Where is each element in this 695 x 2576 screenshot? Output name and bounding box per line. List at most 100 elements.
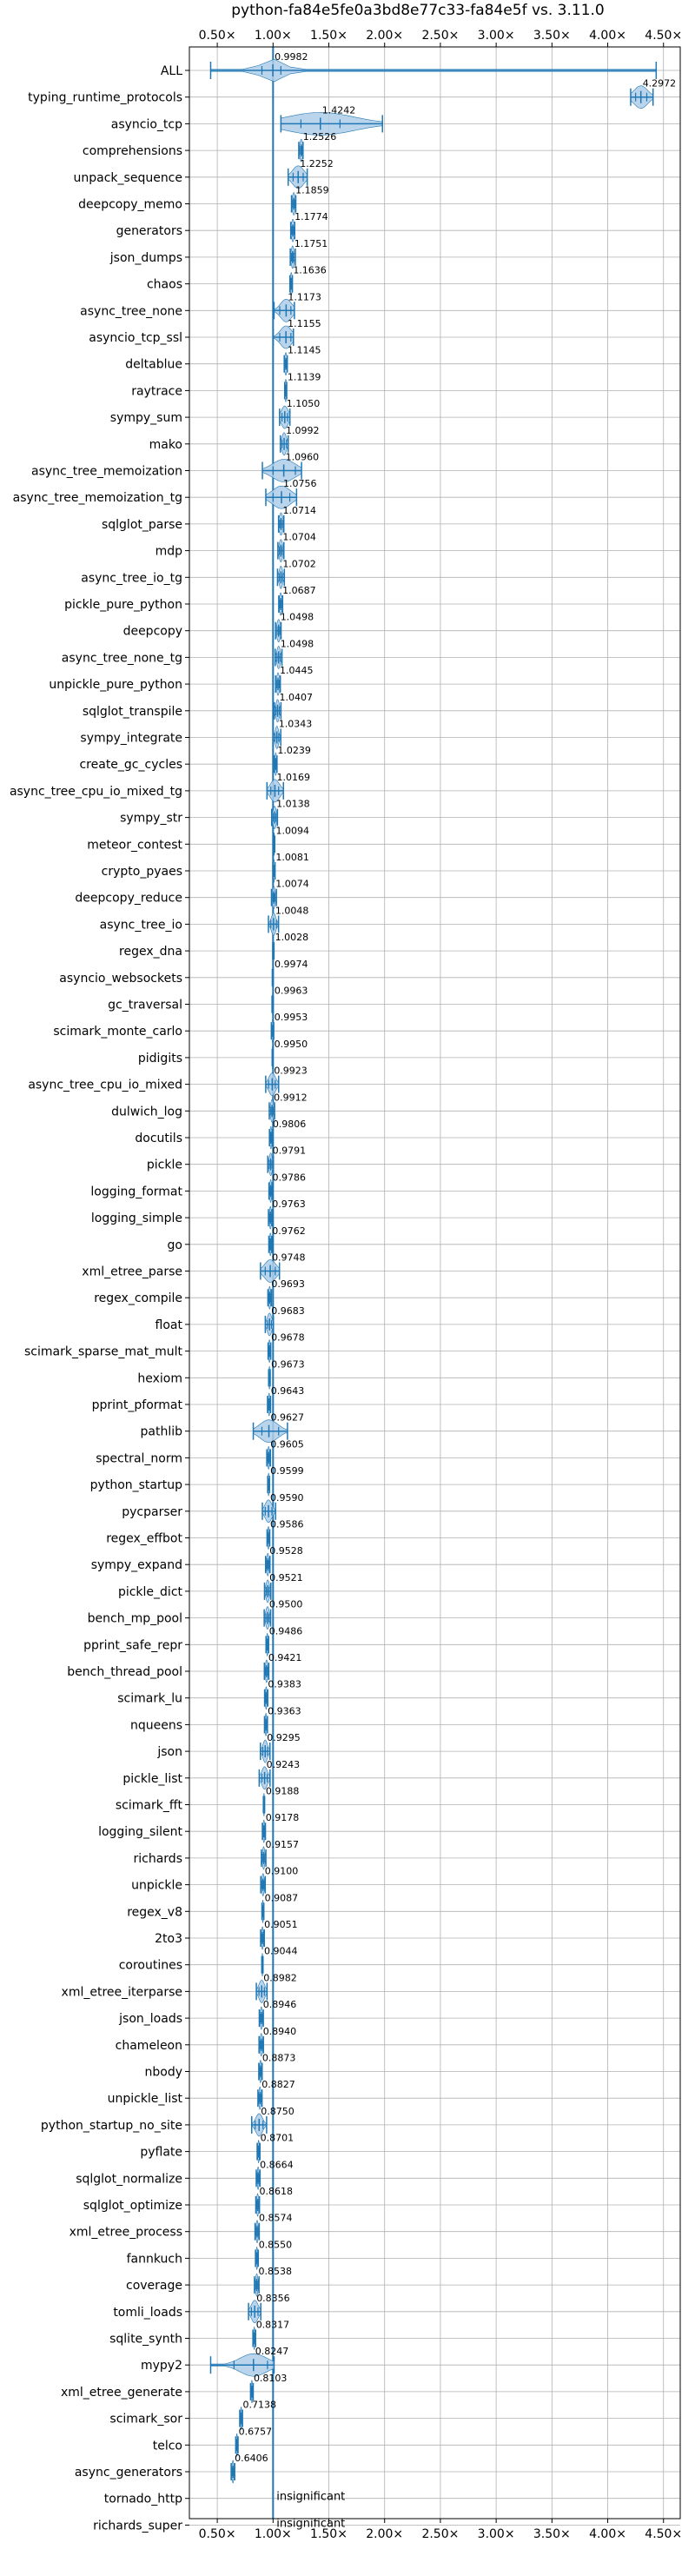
x-tick-label-bottom: 2.50× <box>421 2527 459 2541</box>
value-label: 1.1173 <box>288 291 321 302</box>
benchmark-name-label: gc_traversal <box>108 999 182 1012</box>
value-label: 0.9683 <box>271 1305 305 1317</box>
value-label: 1.0498 <box>281 612 314 623</box>
benchmark-name-label: dulwich_log <box>111 1105 182 1119</box>
benchmark-name-label: async_tree_memoization_tg <box>13 491 182 505</box>
x-tick-label-top: 4.00× <box>589 29 626 43</box>
value-label: 0.9421 <box>268 1652 302 1663</box>
value-label: 0.8701 <box>261 2133 295 2144</box>
benchmark-name-label: sqlite_synth <box>109 2333 182 2347</box>
benchmark-name-label: chaos <box>147 278 182 292</box>
benchmark-name-label: sqlglot_normalize <box>76 2172 182 2186</box>
value-label: 0.9605 <box>270 1438 304 1450</box>
x-tick-label-bottom: 1.00× <box>255 2527 292 2541</box>
benchmark-name-label: json <box>156 1745 182 1759</box>
x-tick-label-top: 2.50× <box>421 29 459 43</box>
value-label: 0.8750 <box>261 2106 295 2117</box>
benchmark-name-label: docutils <box>135 1132 182 1145</box>
benchmark-name-label: coverage <box>126 2279 182 2293</box>
x-tick-label-bottom: 2.00× <box>366 2527 403 2541</box>
value-label: 1.0343 <box>279 719 313 730</box>
value-label: 0.8247 <box>255 2346 289 2357</box>
benchmark-name-label: scimark_lu <box>117 1692 182 1706</box>
value-label: 0.8103 <box>254 2373 288 2384</box>
benchmark-name-label: sympy_str <box>120 812 182 826</box>
value-label: 1.0094 <box>276 825 310 836</box>
value-label: 0.9521 <box>269 1572 303 1583</box>
value-label: 0.8664 <box>260 2159 294 2170</box>
benchmark-name-label: nbody <box>145 2066 183 2080</box>
value-label: 0.9188 <box>266 1786 300 1797</box>
benchmark-name-label: unpickle <box>131 1879 182 1893</box>
benchmark-name-label: regex_compile <box>94 1291 182 1305</box>
benchmark-name-label: xml_etree_generate <box>61 2386 182 2400</box>
label-layer: 0.9982 4.2972 1.4242 1.2526 1.2252 1.1859 1.17… <box>235 51 676 2530</box>
benchmark-name-label: deepcopy <box>123 625 182 639</box>
value-label: 0.9950 <box>275 1039 308 1050</box>
value-label: 1.0704 <box>282 532 316 543</box>
benchmark-name-label: sqlglot_transpile <box>83 705 182 719</box>
value-label: 1.0714 <box>282 505 316 516</box>
value-label: 0.9786 <box>273 1172 307 1183</box>
benchmark-name-label: json_dumps <box>109 251 182 265</box>
benchmark-name-label: async_tree_io_tg <box>81 571 182 585</box>
benchmark-name-label: pickle_dict <box>118 1585 183 1599</box>
value-label: 1.1145 <box>288 345 321 356</box>
benchmark-name-label: fannkuch <box>127 2252 182 2266</box>
value-label: 0.9590 <box>270 1492 304 1504</box>
x-tick-label-top: 3.50× <box>533 29 571 43</box>
benchmark-name-label: deepcopy_memo <box>78 198 182 212</box>
value-label: 0.8827 <box>261 2079 295 2090</box>
value-label: 0.9295 <box>267 1732 301 1743</box>
benchmark-name-label: xml_etree_process <box>70 2226 182 2240</box>
value-label: 0.8574 <box>259 2213 293 2224</box>
value-label: 0.9383 <box>268 1679 301 1690</box>
value-label: 0.9586 <box>270 1519 304 1530</box>
benchmark-name-label: raytrace <box>131 384 182 398</box>
x-tick-label-bottom: 3.00× <box>478 2527 515 2541</box>
value-label: 1.0687 <box>282 585 316 596</box>
benchmark-name-label: deltablue <box>125 358 182 372</box>
violin-layer <box>209 47 658 2519</box>
benchmark-name-label: scimark_monte_carlo <box>53 1025 182 1039</box>
benchmark-name-label: generators <box>116 224 182 238</box>
benchmark-name-label: mako <box>149 438 182 452</box>
benchmark-name-label: pidigits <box>138 1052 182 1066</box>
value-label: 4.2972 <box>643 78 677 90</box>
value-label: 1.0445 <box>280 665 314 676</box>
value-label: 0.8356 <box>256 2293 290 2304</box>
benchmark-name-label: async_tree_io <box>100 918 182 932</box>
value-label: 0.9974 <box>275 959 308 970</box>
benchmark-name-label: async_tree_cpu_io_mixed_tg <box>10 785 182 799</box>
value-label: 0.9912 <box>274 1092 308 1103</box>
benchmark-name-label: pprint_safe_repr <box>83 1638 182 1652</box>
value-label: 0.9982 <box>275 51 308 63</box>
value-label: 1.0239 <box>277 745 311 756</box>
value-label: 0.8538 <box>259 2266 293 2277</box>
benchmark-name-label: regex_v8 <box>127 1905 182 1919</box>
benchmark-name-label: coroutines <box>119 1959 182 1973</box>
benchmark-name-label: bench_thread_pool <box>67 1665 182 1679</box>
benchmark-name-label: tornado_http <box>104 2493 182 2506</box>
value-label: 1.0407 <box>280 692 314 703</box>
value-label: 0.9627 <box>271 1412 305 1424</box>
benchmark-name-label: python_startup_no_site <box>41 2119 182 2133</box>
value-label: 0.9178 <box>266 1812 300 1823</box>
grid-layer <box>189 47 680 2526</box>
benchmark-name-label: logging_simple <box>91 1212 182 1225</box>
benchmark-name-label: scimark_sor <box>109 2413 182 2427</box>
benchmark-name-label: 2to3 <box>155 1932 182 1946</box>
benchmark-name-label: async_tree_none <box>80 304 182 318</box>
x-tick-label-top: 1.50× <box>310 29 348 43</box>
benchmark-name-label: meteor_contest <box>87 838 182 852</box>
value-label: 0.8982 <box>263 1972 297 1983</box>
value-label: 0.9363 <box>268 1705 301 1716</box>
benchmark-name-label: json_loads <box>118 2012 182 2026</box>
value-label: 1.0169 <box>276 772 310 783</box>
benchmark-name-label: unpack_sequence <box>74 171 182 185</box>
x-tick-label-bottom: 4.00× <box>589 2527 626 2541</box>
value-label: 0.9953 <box>275 1012 308 1023</box>
value-label: 0.9599 <box>270 1465 304 1477</box>
insignificant-label: insignificant <box>276 2491 345 2504</box>
benchmark-name-label: sympy_sum <box>110 411 182 425</box>
